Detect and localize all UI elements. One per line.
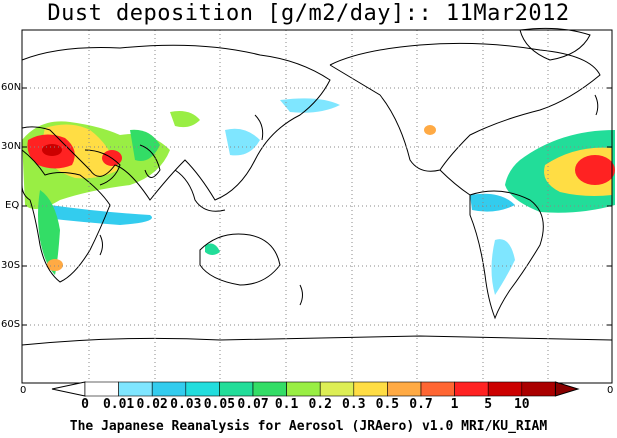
colorbar-tick-label: 0.2 [308, 397, 332, 412]
coast-africa [21, 149, 111, 283]
colorbar-swatch [252, 381, 287, 397]
coast-arabia [84, 149, 121, 186]
dust-field-southern-africa [47, 259, 63, 271]
colorbar-swatch [151, 381, 187, 397]
dust-field-indian-ocean [45, 205, 152, 225]
coastlines [21, 27, 613, 346]
coast-uk [594, 94, 599, 116]
colorbar-edge-right: 0 [607, 385, 614, 396]
dust-field-south-america [491, 239, 515, 295]
dust-field-tibet [170, 111, 200, 128]
coast-madagascar [99, 234, 103, 256]
colorbar-swatch [353, 381, 388, 397]
coast-greenland [519, 27, 591, 61]
colorbar-arrow-left [51, 381, 86, 397]
colorbar-tick-label: 0.07 [237, 397, 269, 412]
dust-field-west-africa [575, 155, 615, 185]
lat-ticks [22, 87, 612, 326]
coast-new-zealand [299, 284, 303, 306]
colorbar-tick-label: 0.05 [203, 397, 236, 412]
coast-north-america [329, 42, 601, 172]
colorbar-edge-left: 0 [20, 385, 27, 396]
colorbar-swatch [521, 381, 556, 397]
colorbar-swatch [185, 381, 220, 397]
dust-field-caribbean [470, 193, 515, 212]
colorbar-tick-label: 0.3 [342, 397, 366, 412]
lat-label-eq: EQ [5, 200, 20, 211]
colorbar-swatch [487, 381, 523, 397]
colorbar-tick-label: 0 [81, 397, 89, 412]
colorbar [51, 381, 580, 397]
dust-field-north-pacific [280, 98, 340, 113]
coast-eurasia [21, 44, 331, 201]
colorbar-tick-label: 0.01 [102, 397, 135, 412]
lat-label-30s: 30S [1, 260, 21, 271]
dust-fields [22, 98, 615, 295]
coast-south-america [469, 190, 544, 320]
coast-se-asia [174, 169, 226, 212]
colorbar-swatch [387, 381, 422, 397]
colorbar-tick-label: 0.5 [375, 397, 400, 412]
colorbar-swatch [219, 381, 254, 397]
dust-field-africa-south [38, 190, 60, 275]
colorbar-labels: 0 0.01 0.02 0.03 0.05 0.07 0.1 0.2 0.3 0.5 0.7 1 5 10 [0, 397, 617, 413]
coast-antarctica [21, 335, 613, 346]
graticule [22, 30, 612, 383]
colorbar-tick-label: 5 [484, 397, 493, 412]
dust-field-australia [205, 243, 220, 255]
lat-label-60s: 60S [1, 319, 21, 330]
colorbar-swatch [319, 381, 355, 397]
colorbar-tick-label: 0.7 [409, 397, 433, 412]
colorbar-swatch [84, 381, 119, 397]
lat-label-30n: 30N [1, 141, 22, 152]
footer-credit: The Japanese Reanalysis for Aerosol (JRA… [69, 419, 548, 434]
colorbar-tick-label: 0.1 [274, 397, 299, 412]
dust-field-north-america [424, 125, 436, 135]
map-title: Dust deposition [g/m2/day]:: 11Mar2012 [47, 1, 570, 26]
dust-field-core-3 [42, 144, 62, 156]
colorbar-tick-label: 1 [450, 397, 459, 412]
colorbar-tick-label: 0.02 [136, 397, 168, 412]
colorbar-swatch [454, 381, 489, 397]
colorbar-tick-label: 0.03 [170, 397, 202, 412]
colorbar-swatch [420, 381, 455, 397]
coast-central-america [439, 169, 471, 196]
coast-japan [254, 114, 264, 141]
dust-field-east-asia [225, 128, 260, 156]
colorbar-tick-label: 10 [513, 397, 530, 412]
colorbar-swatch [118, 381, 153, 397]
colorbar-arrow-right [554, 381, 580, 397]
coast-india [139, 144, 161, 178]
lat-label-60n: 60N [1, 82, 22, 93]
colorbar-swatch [286, 381, 321, 397]
coast-australia [199, 233, 281, 286]
